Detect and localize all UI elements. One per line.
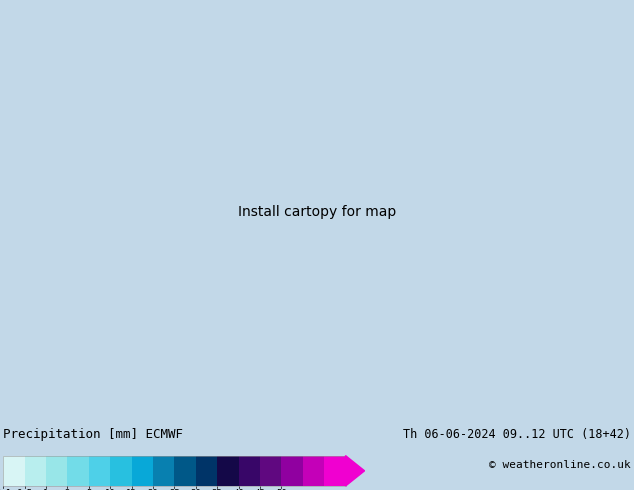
Bar [281,456,303,486]
Text: 0.5: 0.5 [16,489,32,490]
Bar [3,456,25,486]
Bar [3,456,346,486]
Bar [217,456,238,486]
Text: 35: 35 [212,489,223,490]
Text: 50: 50 [276,489,287,490]
Bar [174,456,196,486]
Text: 45: 45 [255,489,265,490]
Bar [132,456,153,486]
Bar [89,456,110,486]
Text: Install cartopy for map: Install cartopy for map [238,205,396,219]
Bar [110,456,132,486]
Bar [303,456,324,486]
Text: 0.1: 0.1 [0,489,11,490]
Text: 2: 2 [65,489,70,490]
Bar [260,456,281,486]
Text: 20: 20 [148,489,158,490]
Text: 15: 15 [126,489,137,490]
Text: Precipitation [mm] ECMWF: Precipitation [mm] ECMWF [3,428,183,441]
Text: 1: 1 [43,489,49,490]
Text: 5: 5 [86,489,91,490]
Bar [67,456,89,486]
Polygon shape [346,456,365,486]
Bar [25,456,46,486]
Text: © weatheronline.co.uk: © weatheronline.co.uk [489,460,631,470]
Text: 30: 30 [190,489,201,490]
Bar [46,456,67,486]
Text: Th 06-06-2024 09..12 UTC (18+42): Th 06-06-2024 09..12 UTC (18+42) [403,428,631,441]
Bar [196,456,217,486]
Text: 25: 25 [169,489,179,490]
Bar [153,456,174,486]
Text: 10: 10 [105,489,115,490]
Bar [324,456,346,486]
Bar [238,456,260,486]
Text: 40: 40 [233,489,244,490]
